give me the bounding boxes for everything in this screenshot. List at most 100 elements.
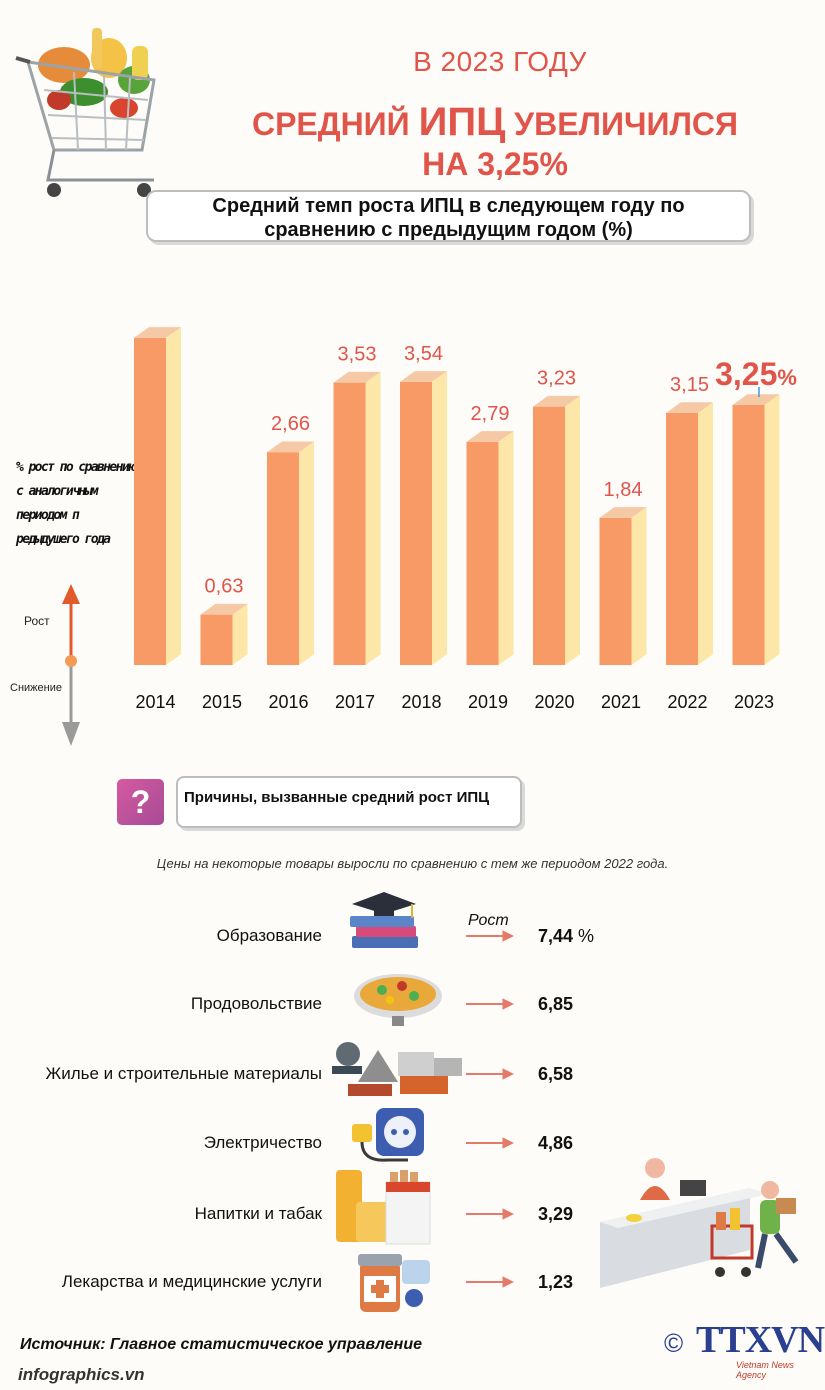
x-tick-label: 2019: [468, 692, 508, 712]
item-label: Электричество: [203, 1133, 322, 1152]
bar-side: [565, 395, 580, 665]
x-tick-label: 2023: [734, 692, 774, 712]
bar-value-label: 2,79: [471, 403, 510, 425]
decline-label: Снижение: [10, 682, 62, 694]
rise-label: Рост: [468, 912, 509, 929]
bar-value-label: 0,63: [205, 576, 244, 598]
x-tick-label: 2020: [534, 692, 574, 712]
y-axis-label-line3: периодом п: [16, 508, 80, 523]
item-label: Напитки и табак: [194, 1204, 322, 1223]
item-label: Лекарства и медицинские услуги: [61, 1272, 322, 1291]
chart-title-box: Средний темп роста ИПЦ в следующем году …: [146, 190, 751, 242]
header-title-post: УВЕЛИЧИЛСЯ: [505, 106, 739, 142]
bar-top: [333, 371, 381, 383]
rise-arrow-icon: [466, 1137, 514, 1149]
bar-value-label: 1,84: [604, 479, 643, 501]
bar-top: [666, 402, 713, 413]
bar-value-label: 3,15: [670, 374, 709, 396]
growth-label: Рост: [24, 614, 50, 628]
rise-arrow-icon: [466, 998, 514, 1010]
item-value: 4,86: [538, 1133, 574, 1153]
bar-2022: [666, 402, 713, 665]
drinks-cigarettes-icon: [336, 1170, 431, 1245]
bar-value-label: 4,09: [138, 320, 177, 321]
food-plate-icon: [354, 974, 442, 1026]
bar-2016: [267, 441, 314, 665]
bar-value-label: 3,23: [537, 368, 576, 390]
x-tick-label: 2021: [601, 692, 641, 712]
item-value: 1,23: [538, 1272, 574, 1292]
bar-top: [134, 327, 181, 338]
rise-arrow-icon: [466, 1276, 514, 1288]
bar-2014: [134, 327, 181, 665]
bar-value-label: 3,54: [404, 343, 443, 365]
x-tick-label: 2015: [202, 692, 242, 712]
x-tick-label: 2018: [401, 692, 441, 712]
reasons-title: Причины, вызванные средний рост ИПЦ: [176, 776, 522, 828]
bar-value-label: 2,66: [271, 413, 310, 435]
x-tick-label: 2014: [135, 692, 175, 712]
bar-2019: [466, 431, 514, 665]
bar-2021: [599, 507, 647, 665]
bar-side: [698, 402, 713, 665]
item-value: 6,58: [538, 1064, 574, 1084]
header-year: В 2023 ГОДУ: [413, 46, 587, 77]
item-value: 3,29: [538, 1204, 574, 1224]
bar-side: [232, 603, 248, 665]
footer-site: infographics.vn: [18, 1365, 145, 1384]
y-axis-label-line4: редыдушего года: [16, 532, 111, 547]
rise-arrow-icon: [466, 930, 514, 942]
bar-value-suffix: %: [777, 365, 797, 390]
growth-decline-arrow-icon: [62, 584, 80, 746]
chart-title-line1: Средний темп роста ИПЦ в следующем году …: [212, 195, 685, 217]
y-axis-label: % рост по сравнению с аналогичным период…: [16, 456, 146, 552]
bar-front: [134, 337, 166, 665]
medicine-icon: [358, 1254, 430, 1312]
question-mark-icon: ?: [117, 779, 164, 825]
bar-side: [498, 431, 514, 665]
bar-top: [466, 431, 514, 442]
rise-arrow-icon: [466, 1068, 514, 1080]
header-title-pre: СРЕДНИЙ: [251, 106, 419, 142]
bar-2023: [732, 394, 780, 665]
bar-front: [400, 381, 432, 665]
header-value: НА 3,25%: [422, 146, 568, 182]
item-value: 7,44 %: [538, 926, 595, 946]
item-label: Образование: [216, 926, 322, 945]
ttxvn-logo-sub: Vietnam News Agency: [736, 1360, 794, 1380]
cashier-scene-illustration: [600, 1158, 799, 1288]
y-axis-label-line2: с аналогичным: [16, 484, 99, 499]
item-label: Жилье и строительные материалы: [45, 1064, 322, 1083]
bar-top: [267, 441, 314, 453]
x-tick-label: 2022: [667, 692, 707, 712]
bar-side: [764, 394, 780, 665]
bar-value-label: 3,25%: [715, 356, 797, 392]
bar-2018: [400, 371, 447, 665]
bar-front: [200, 614, 233, 665]
source-text: Источник: Главное статистическое управле…: [20, 1336, 423, 1353]
copyright-symbol: ©: [664, 1328, 684, 1358]
bar-front: [267, 452, 299, 665]
bar-front: [599, 517, 632, 665]
y-axis-label-line1: % рост по сравнению: [16, 460, 136, 475]
bar-side: [432, 371, 447, 665]
bar-side: [365, 371, 381, 665]
construction-materials-icon: [332, 1042, 462, 1096]
bar-front: [466, 441, 499, 665]
bar-side: [166, 327, 181, 665]
item-label: Продовольствие: [190, 994, 322, 1013]
cpi-bar-chart: 4,09 2014 0,63 2015 2,66 2016 3,53 2017 3,54 2018…: [134, 320, 797, 712]
bar-front: [333, 382, 366, 665]
bar-2017: [333, 371, 381, 665]
item-unit: %: [578, 926, 595, 946]
bar-front: [533, 406, 565, 665]
x-tick-label: 2017: [335, 692, 375, 712]
rise-arrow-icon: [466, 1208, 514, 1220]
shopping-cart-icon: [15, 28, 156, 197]
bar-front: [666, 413, 698, 665]
reasons-note: Цены на некоторые товары выросли по срав…: [156, 856, 669, 871]
bar-2015: [200, 603, 248, 665]
header-main-title: СРЕДНИЙ ИПЦ УВЕЛИЧИЛСЯ: [0, 100, 825, 145]
bar-top: [400, 371, 447, 382]
bar-side: [631, 507, 647, 665]
